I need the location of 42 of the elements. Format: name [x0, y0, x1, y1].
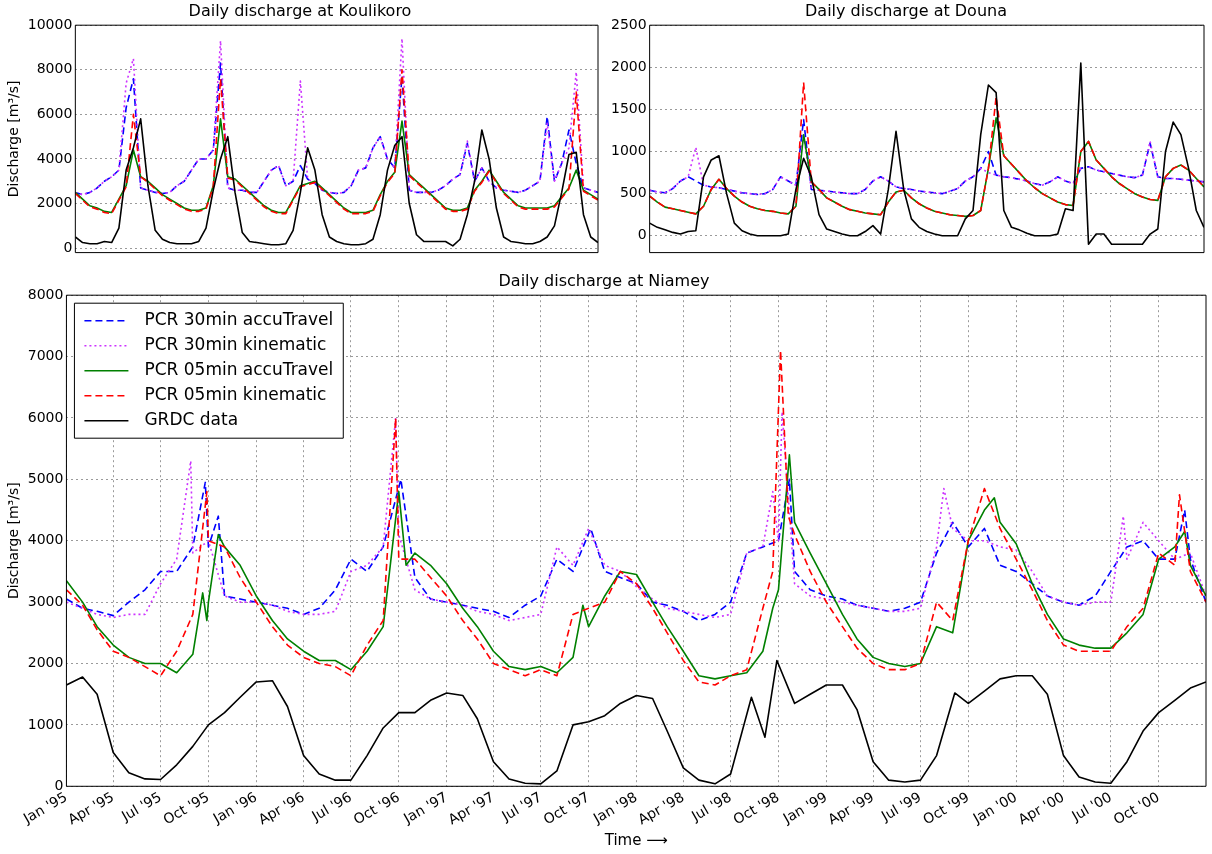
- y-tick-label: 2500: [610, 15, 647, 32]
- chart-title: Daily discharge at Koulikoro: [188, 0, 412, 20]
- x-tick-label: Jan '99: [779, 788, 830, 827]
- y-tick-label: 0: [54, 776, 64, 793]
- y-tick-label: 1000: [27, 715, 64, 732]
- legend-label: PCR 30min kinematic: [144, 334, 327, 355]
- y-tick-label: 6000: [36, 105, 73, 122]
- y-tick-label: 4000: [36, 149, 73, 166]
- legend-label: PCR 05min kinematic: [144, 384, 327, 405]
- line-series: [66, 411, 1206, 622]
- x-tick-label: Apr '95: [65, 788, 117, 828]
- y-tick-label: 8000: [36, 60, 73, 77]
- legend-label: PCR 30min accuTravel: [144, 309, 334, 330]
- y-tick-label: 7000: [27, 347, 64, 364]
- chart-title: Daily discharge at Douna: [805, 0, 1007, 20]
- chart-title: Daily discharge at Niamey: [498, 270, 710, 290]
- y-tick-label: 1000: [610, 142, 647, 159]
- line-series: [649, 81, 1204, 218]
- y-tick-label: 6000: [27, 408, 64, 425]
- line-series: [66, 349, 1206, 686]
- y-tick-label: 2000: [27, 654, 64, 671]
- legend-label: GRDC data: [144, 409, 239, 430]
- line-series: [66, 478, 1206, 622]
- y-tick-label: 10000: [27, 15, 73, 32]
- y-tick-label: 1500: [610, 100, 647, 117]
- line-series: [75, 68, 598, 215]
- y-axis-title: Discharge [m³/s]: [5, 482, 22, 600]
- x-tick-label: Jan '98: [589, 788, 640, 827]
- y-tick-label: 4000: [27, 531, 64, 548]
- x-axis-title: Time ⟶: [603, 830, 668, 849]
- y-tick-label: 3000: [27, 592, 64, 609]
- y-tick-label: 2000: [36, 194, 73, 211]
- line-series: [75, 62, 598, 196]
- y-axis-title: Discharge [m³/s]: [5, 80, 22, 198]
- y-tick-label: 8000: [27, 285, 64, 302]
- legend-label: PCR 05min accuTravel: [144, 359, 334, 380]
- y-tick-label: 2000: [610, 57, 647, 74]
- y-tick-label: 500: [619, 184, 647, 201]
- y-tick-label: 0: [63, 238, 73, 255]
- y-tick-label: 5000: [27, 470, 64, 486]
- y-tick-label: 0: [637, 226, 647, 243]
- line-series: [649, 118, 1204, 196]
